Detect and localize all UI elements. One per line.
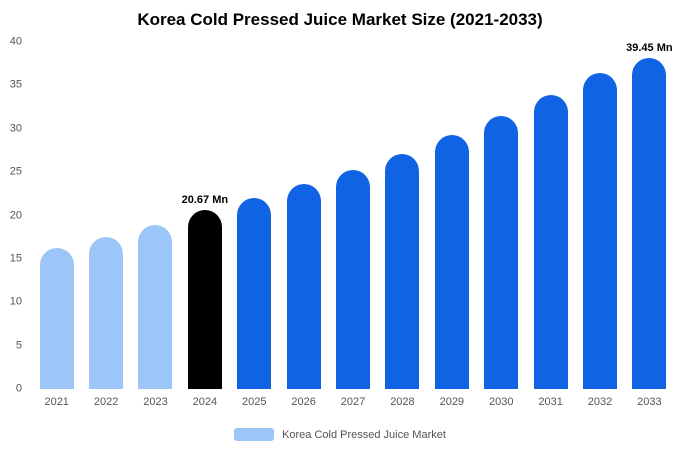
bar-2022 bbox=[89, 237, 124, 389]
bar-column: 2029 bbox=[427, 42, 476, 411]
y-tick-label: 5 bbox=[15, 339, 22, 352]
bar-2033 bbox=[632, 58, 667, 389]
bar-area bbox=[32, 42, 81, 389]
x-axis-label: 2027 bbox=[340, 396, 366, 408]
x-axis-label: 2033 bbox=[637, 396, 662, 408]
bar-2024 bbox=[187, 209, 222, 389]
bar-column: 2030 bbox=[477, 42, 526, 411]
bar-area: 39.45 Mn bbox=[625, 42, 674, 389]
bar-column: 2031 bbox=[526, 42, 575, 411]
bar-column: 2032 bbox=[575, 42, 624, 411]
bar-column: 39.45 Mn 2033 bbox=[625, 42, 674, 411]
bar-area bbox=[279, 42, 328, 389]
y-tick-label: 10 bbox=[9, 295, 22, 308]
legend-label: Korea Cold Pressed Juice Market bbox=[282, 428, 446, 441]
bar-2023 bbox=[138, 225, 173, 389]
x-axis-label: 2028 bbox=[390, 396, 415, 408]
bar-column: 20.67 Mn 2024 bbox=[180, 42, 229, 411]
x-axis-label: 2030 bbox=[488, 396, 514, 408]
bar-column: 2028 bbox=[378, 42, 427, 411]
bar-2021 bbox=[39, 248, 74, 389]
bar-area bbox=[427, 42, 476, 389]
bar-value-label: 39.45 Mn bbox=[626, 42, 673, 54]
y-axis: 0 5 10 15 20 25 30 35 40 bbox=[0, 36, 26, 394]
chart-title: Korea Cold Pressed Juice Market Size (20… bbox=[137, 10, 543, 29]
bar-2025 bbox=[237, 198, 272, 389]
bar-area bbox=[131, 42, 180, 389]
bar-area: 20.67 Mn bbox=[180, 42, 229, 389]
bar-area bbox=[328, 42, 377, 389]
bar-2027 bbox=[336, 169, 371, 389]
bar-2026 bbox=[286, 184, 321, 389]
x-axis-label: 2026 bbox=[291, 396, 316, 408]
y-tick-label: 35 bbox=[9, 78, 22, 91]
x-axis-label: 2022 bbox=[93, 396, 119, 408]
bar-area bbox=[378, 42, 427, 389]
bar-2030 bbox=[484, 115, 519, 389]
legend-swatch bbox=[234, 428, 275, 441]
bar-2029 bbox=[434, 134, 469, 389]
x-axis-label: 2032 bbox=[587, 396, 613, 408]
bar-area bbox=[81, 42, 130, 389]
legend: Korea Cold Pressed Juice Market bbox=[0, 428, 680, 441]
y-tick-label: 0 bbox=[15, 382, 22, 395]
bar-column: 2026 bbox=[279, 42, 328, 411]
bar-2031 bbox=[533, 94, 568, 389]
x-axis-label: 2023 bbox=[143, 396, 168, 408]
bar-2032 bbox=[582, 73, 617, 389]
bar-2028 bbox=[385, 153, 420, 389]
y-tick-label: 40 bbox=[9, 35, 22, 48]
x-axis-label: 2029 bbox=[439, 396, 465, 408]
bar-area bbox=[526, 42, 575, 389]
y-tick-label: 20 bbox=[9, 209, 22, 221]
y-tick-label: 25 bbox=[9, 165, 22, 178]
y-tick-label: 15 bbox=[9, 252, 22, 265]
bar-column: 2025 bbox=[230, 42, 279, 411]
x-axis-label: 2025 bbox=[242, 396, 267, 408]
y-tick-label: 30 bbox=[9, 122, 22, 135]
bar-column: 2021 bbox=[32, 42, 81, 411]
bar-area bbox=[477, 42, 526, 389]
bar-area bbox=[230, 42, 279, 389]
x-axis-label: 2031 bbox=[538, 396, 563, 408]
x-axis-label: 2021 bbox=[44, 396, 69, 408]
bar-column: 2022 bbox=[81, 42, 130, 411]
bar-column: 2023 bbox=[131, 42, 180, 411]
bar-area bbox=[575, 42, 624, 389]
bar-column: 2027 bbox=[328, 42, 377, 411]
bar-value-label: 20.67 Mn bbox=[181, 193, 229, 206]
plot-area: 2021 2022 2023 20.67 Mn 2024 2025 2026 2027 2028… bbox=[32, 42, 674, 411]
x-axis-label: 2024 bbox=[192, 396, 218, 408]
